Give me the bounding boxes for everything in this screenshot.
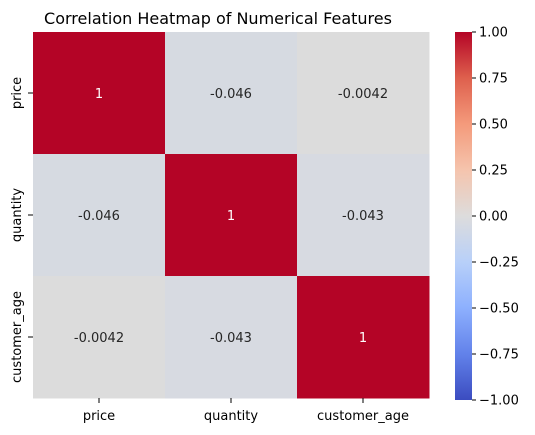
y-tick-label: customer_age [10, 291, 25, 383]
cell-value-label: 1 [227, 209, 235, 224]
y-tick-label: price [10, 77, 25, 109]
y-axis-ticks: price quantity customer_age [10, 77, 33, 383]
heatmap-cell [165, 276, 298, 399]
chart-title: Correlation Heatmap of Numerical Feature… [44, 9, 392, 28]
heatmap-cell [297, 154, 430, 277]
cell-value-label: 1 [95, 87, 103, 102]
colorbar-tick-label: 1.00 [479, 26, 508, 41]
cell-value-label: -0.046 [210, 87, 252, 102]
colorbar: 1.00 0.75 0.50 0.25 0.00 −0.25 −0.50 −0.75 −1.00 [455, 26, 519, 409]
heatmap-cell [165, 32, 298, 155]
colorbar-tick-label: 0.00 [479, 210, 508, 225]
x-tick-label: price [83, 409, 115, 424]
colorbar-tick-label: 0.25 [479, 164, 508, 179]
x-tick-label: quantity [204, 409, 259, 424]
cell-value-label: -0.0042 [74, 331, 124, 346]
colorbar-tick-label: −0.25 [479, 256, 519, 271]
x-axis-ticks: price quantity customer_age [83, 398, 409, 424]
colorbar-tick-label: −0.75 [479, 348, 519, 363]
colorbar-tick-label: −0.50 [479, 302, 519, 317]
heatmap-cell-labels: 1 -0.046 -0.0042 -0.046 1 -0.043 -0.0042 -0.043… [74, 87, 388, 346]
cell-value-label: -0.0042 [338, 87, 388, 102]
colorbar-tick-label: −1.00 [479, 394, 519, 409]
heatmap-cell [33, 154, 166, 277]
colorbar-tick-label: 0.75 [479, 72, 508, 87]
x-tick-label: customer_age [317, 409, 409, 424]
heatmap-cell [297, 32, 430, 155]
heatmap-cell [297, 276, 430, 399]
cell-value-label: -0.043 [210, 331, 252, 346]
heatmap-cells [33, 32, 430, 399]
colorbar-gradient [455, 32, 472, 400]
heatmap-cell [165, 154, 298, 277]
heatmap-cell [33, 276, 166, 399]
y-tick-label: quantity [10, 188, 25, 243]
cell-value-label: -0.043 [342, 209, 384, 224]
cell-value-label: -0.046 [78, 209, 120, 224]
cell-value-label: 1 [359, 331, 367, 346]
colorbar-tick-label: 0.50 [479, 118, 508, 133]
heatmap-cell [33, 32, 166, 155]
